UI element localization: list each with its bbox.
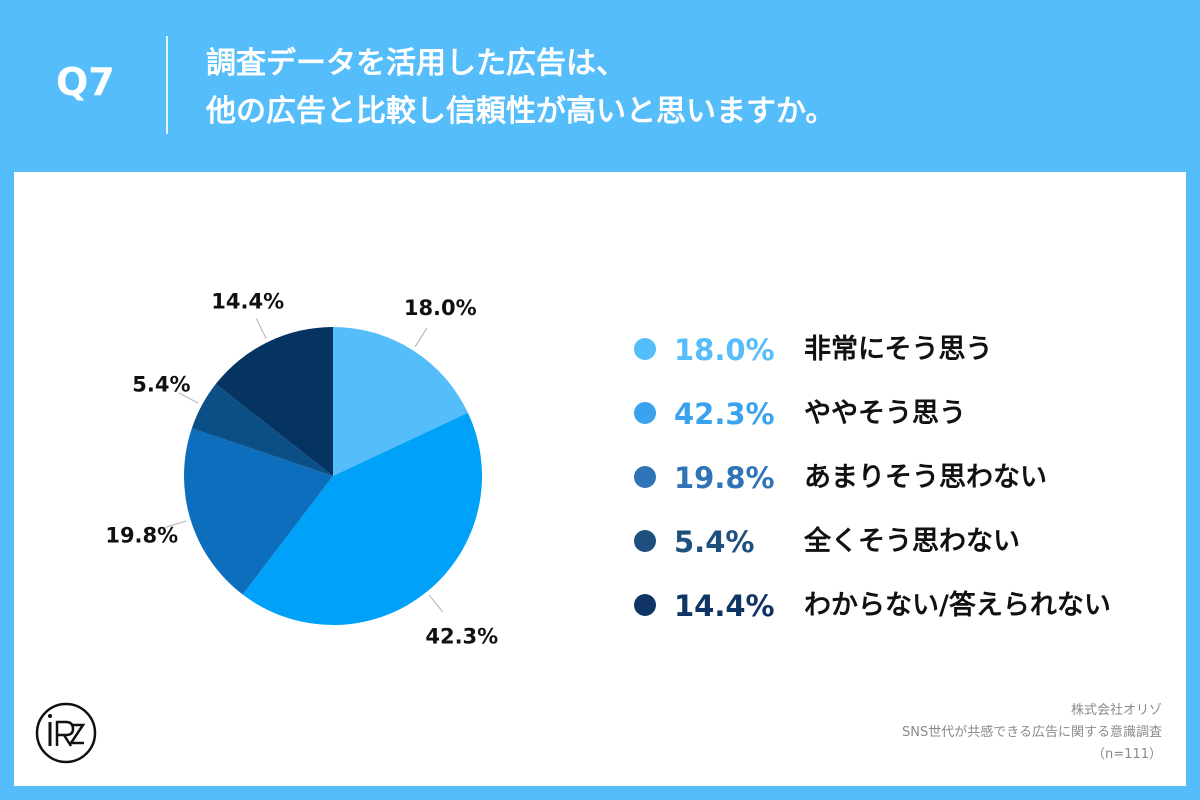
leader-line bbox=[165, 520, 187, 528]
leader-line bbox=[255, 318, 267, 339]
question-title-line1: 調査データを活用した広告は、 bbox=[206, 46, 626, 81]
pie-chart: 18.0% 42.3% 19.8% 5.4% 14.4% bbox=[105, 290, 498, 649]
legend-percent: 14.4% bbox=[674, 589, 775, 623]
leader-line bbox=[428, 594, 444, 613]
legend-label: わからない/答えられない bbox=[804, 590, 1111, 621]
slice-label: 19.8% bbox=[105, 524, 178, 548]
pie-slice bbox=[184, 428, 333, 595]
legend-percent: 42.3% bbox=[674, 397, 775, 431]
legend-swatch bbox=[634, 402, 656, 424]
slice-label: 42.3% bbox=[425, 624, 498, 648]
pie-slice bbox=[215, 327, 333, 476]
chart-panel: 18.0% 42.3% 19.8% 5.4% 14.4% 18.0% 非常にそう思う 4… bbox=[14, 172, 1186, 786]
pie-slice bbox=[242, 412, 482, 625]
legend-percent: 5.4% bbox=[674, 525, 755, 559]
legend-label: 非常にそう思う bbox=[804, 334, 993, 365]
legend-swatch bbox=[634, 530, 656, 552]
slice-label: 18.0% bbox=[404, 296, 477, 320]
slice-label: 5.4% bbox=[132, 372, 190, 396]
leader-line bbox=[414, 328, 428, 348]
legend-percent: 18.0% bbox=[674, 333, 775, 367]
question-title: 調査データを活用した広告は、 他の広告と比較し信頼性が高いと思いますか。 bbox=[206, 40, 835, 136]
source-survey: SNS世代が共感できる広告に関する意識調査 bbox=[902, 725, 1162, 740]
legend-percent: 19.8% bbox=[674, 461, 775, 495]
orizo-logo-icon bbox=[35, 702, 97, 764]
question-number: Q7 bbox=[56, 60, 115, 104]
legend-label: あまりそう思わない bbox=[804, 462, 1047, 493]
source-sample: （n=111） bbox=[1092, 747, 1162, 762]
source-note: 株式会社オリゾ SNS世代が共感できる広告に関する意識調査 （n=111） bbox=[902, 700, 1162, 766]
leader-line bbox=[178, 392, 199, 404]
source-company: 株式会社オリゾ bbox=[1070, 703, 1162, 718]
pie-slice bbox=[191, 384, 333, 476]
legend-swatch bbox=[634, 338, 656, 360]
legend-swatch bbox=[634, 594, 656, 616]
legend-label: 全くそう思わない bbox=[804, 526, 1020, 557]
legend-label: ややそう思う bbox=[804, 398, 966, 429]
question-title-line2: 他の広告と比較し信頼性が高いと思いますか。 bbox=[206, 94, 836, 129]
header-divider bbox=[166, 36, 168, 134]
header: Q7 調査データを活用した広告は、 他の広告と比較し信頼性が高いと思いますか。 bbox=[0, 0, 1200, 170]
slice-label: 14.4% bbox=[211, 290, 284, 314]
company-logo bbox=[33, 700, 99, 770]
legend-swatch bbox=[634, 466, 656, 488]
pie-slice bbox=[333, 327, 468, 476]
